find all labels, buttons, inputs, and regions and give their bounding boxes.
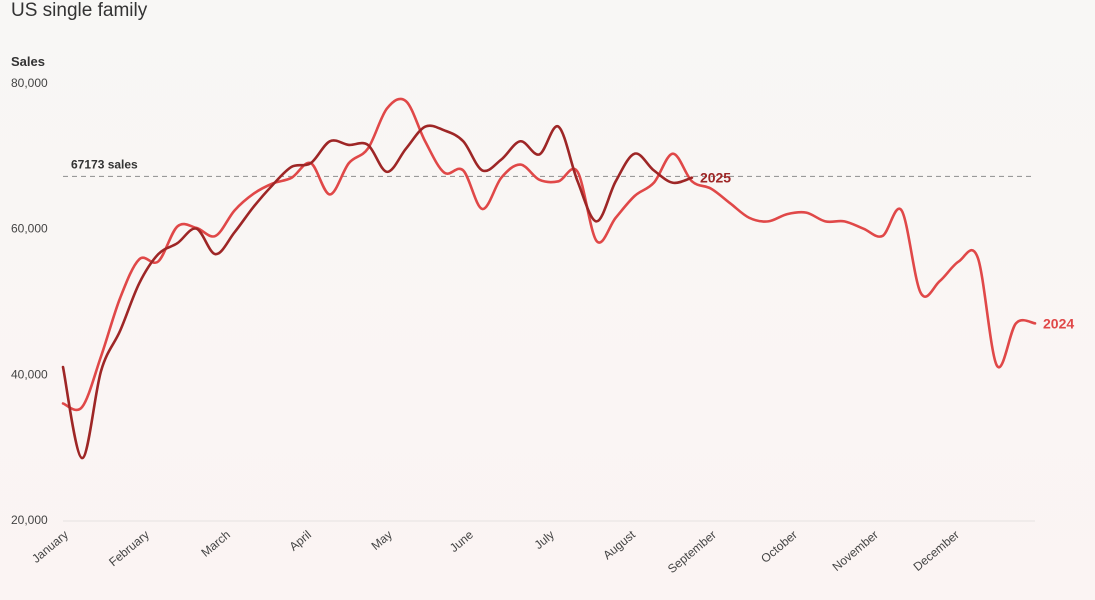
series-labels: 2024 2025	[700, 170, 1074, 332]
x-tick-label: October	[758, 528, 800, 566]
y-tick-label: 80,000	[11, 76, 48, 90]
x-tick-label: February	[106, 528, 152, 570]
series-label-2024: 2024	[1043, 315, 1074, 331]
x-tick-label: September	[665, 528, 719, 576]
y-tick-label: 20,000	[11, 513, 48, 527]
series-lines	[61, 97, 1037, 460]
x-tick-label: March	[198, 528, 233, 560]
series-label-2025: 2025	[700, 170, 731, 186]
x-axis-ticks: January February March April May June July Augu…	[29, 527, 962, 576]
y-tick-label: 40,000	[11, 367, 48, 381]
reference-line-label: 67173 sales	[71, 157, 138, 171]
x-tick-label: July	[532, 528, 557, 552]
x-tick-label: June	[447, 527, 476, 555]
chart-title: US single family	[11, 0, 148, 21]
y-tick-label: 60,000	[11, 222, 48, 236]
x-tick-label: December	[911, 528, 962, 574]
x-tick-label: May	[369, 528, 395, 553]
series-line-2025	[61, 124, 694, 460]
x-tick-label: August	[600, 527, 638, 562]
x-tick-label: January	[29, 528, 71, 566]
x-tick-label: November	[830, 528, 881, 574]
y-axis-ticks: 20,000 40,000 60,000 80,000	[11, 76, 48, 527]
x-tick-label: April	[287, 528, 314, 554]
y-axis-title: Sales	[11, 54, 45, 69]
series-line-2024	[61, 97, 1037, 412]
